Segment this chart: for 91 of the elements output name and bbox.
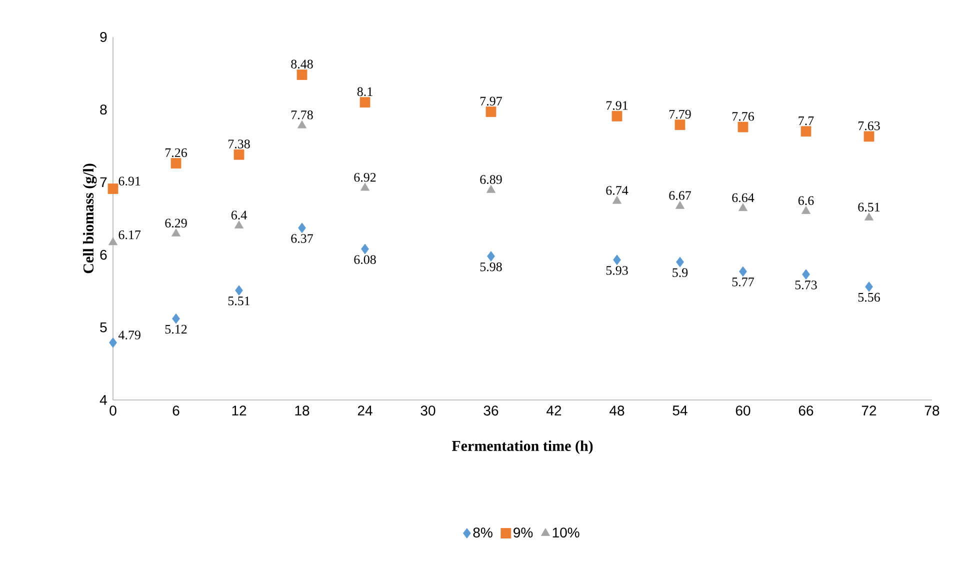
data-label: 5.51 bbox=[228, 296, 250, 306]
point bbox=[864, 131, 874, 142]
point bbox=[108, 237, 118, 246]
point bbox=[298, 222, 306, 234]
data-label: 7.79 bbox=[669, 110, 691, 119]
point bbox=[108, 184, 118, 194]
x-tick-label: 12 bbox=[232, 406, 246, 416]
point bbox=[234, 220, 244, 228]
x-tick-label: 60 bbox=[736, 406, 750, 416]
y-tick-label: 6 bbox=[100, 250, 107, 260]
y-tick-label: 8 bbox=[100, 104, 107, 115]
x-tick-label: 6 bbox=[172, 406, 180, 416]
legend-label: 8% bbox=[473, 528, 492, 538]
point bbox=[361, 244, 369, 254]
data-label: 6.4 bbox=[231, 210, 247, 220]
point bbox=[360, 182, 370, 191]
data-label: 7.78 bbox=[291, 110, 313, 120]
data-label: 5.93 bbox=[606, 266, 628, 275]
point bbox=[109, 337, 117, 348]
data-label: 5.9 bbox=[672, 268, 688, 278]
data-label: 8.1 bbox=[357, 87, 372, 96]
point bbox=[674, 120, 686, 130]
data-label: 6.08 bbox=[354, 255, 376, 264]
data-label: 6.89 bbox=[480, 175, 502, 184]
x-tick-label: 48 bbox=[610, 406, 624, 416]
x-tick-label: 30 bbox=[420, 406, 436, 416]
data-label: 5.73 bbox=[795, 280, 817, 290]
point bbox=[612, 110, 622, 122]
point bbox=[171, 228, 181, 236]
point bbox=[297, 120, 307, 128]
data-label: 7.7 bbox=[798, 116, 814, 126]
data-label: 6.67 bbox=[669, 191, 691, 200]
data-label: 5.12 bbox=[165, 324, 187, 334]
x-tick-label: 78 bbox=[924, 406, 940, 416]
data-label: 6.91 bbox=[118, 176, 140, 186]
x-tick-label: 66 bbox=[798, 406, 814, 416]
point bbox=[739, 266, 747, 277]
data-label: 6.17 bbox=[118, 230, 141, 240]
data-label: 6.64 bbox=[732, 193, 754, 202]
point bbox=[613, 254, 621, 266]
point bbox=[738, 203, 748, 212]
point bbox=[676, 256, 684, 268]
x-tick-label: 72 bbox=[862, 406, 876, 416]
data-label: 7.38 bbox=[228, 140, 250, 148]
legend-label: 10% bbox=[552, 528, 580, 538]
data-label: 7.97 bbox=[480, 96, 502, 106]
data-label: 5.56 bbox=[858, 292, 880, 302]
data-label: 8.48 bbox=[291, 60, 313, 69]
x-tick-label: 18 bbox=[295, 406, 310, 416]
data-label: 7.26 bbox=[165, 148, 187, 158]
data-label: 5.98 bbox=[480, 262, 502, 272]
y-tick-label: 4 bbox=[100, 395, 107, 405]
x-axis-title: Fermentation time (h) bbox=[452, 440, 593, 454]
data-label: 7.76 bbox=[732, 112, 754, 121]
data-label: 6.29 bbox=[165, 218, 187, 228]
point bbox=[738, 122, 748, 132]
data-label: 4.79 bbox=[118, 330, 140, 340]
y-tick-label: 9 bbox=[100, 32, 107, 42]
point bbox=[486, 106, 496, 117]
y-tick-label: 5 bbox=[100, 322, 107, 332]
point bbox=[864, 212, 874, 220]
data-label: 6.37 bbox=[291, 234, 314, 243]
x-tick-label: 24 bbox=[358, 406, 372, 416]
point bbox=[800, 126, 812, 137]
data-label: 7.63 bbox=[858, 121, 880, 130]
data-label: 6.51 bbox=[858, 202, 880, 212]
data-label: 7.91 bbox=[606, 101, 628, 110]
point bbox=[235, 285, 243, 296]
point bbox=[170, 158, 182, 169]
point bbox=[802, 269, 810, 280]
y-tick-label: 7 bbox=[100, 177, 107, 188]
point bbox=[487, 251, 495, 262]
data-label: 6.92 bbox=[354, 173, 376, 182]
data-label: 6.6 bbox=[798, 196, 814, 206]
y-axis-title: Cell biomass (g/l) bbox=[82, 164, 97, 274]
x-tick-label: 42 bbox=[546, 406, 562, 416]
legend-label: 9% bbox=[514, 528, 533, 538]
point bbox=[234, 149, 244, 160]
point bbox=[172, 313, 180, 324]
data-label: 6.74 bbox=[606, 186, 628, 195]
x-tick-label: 0 bbox=[110, 406, 116, 416]
point bbox=[801, 206, 811, 214]
point bbox=[486, 184, 496, 193]
point bbox=[360, 97, 370, 108]
point bbox=[865, 282, 873, 292]
x-tick-label: 54 bbox=[672, 406, 688, 416]
point bbox=[612, 196, 622, 204]
point bbox=[296, 70, 308, 80]
point bbox=[675, 200, 685, 209]
x-tick-label: 36 bbox=[484, 406, 498, 416]
data-label: 5.77 bbox=[732, 278, 754, 286]
